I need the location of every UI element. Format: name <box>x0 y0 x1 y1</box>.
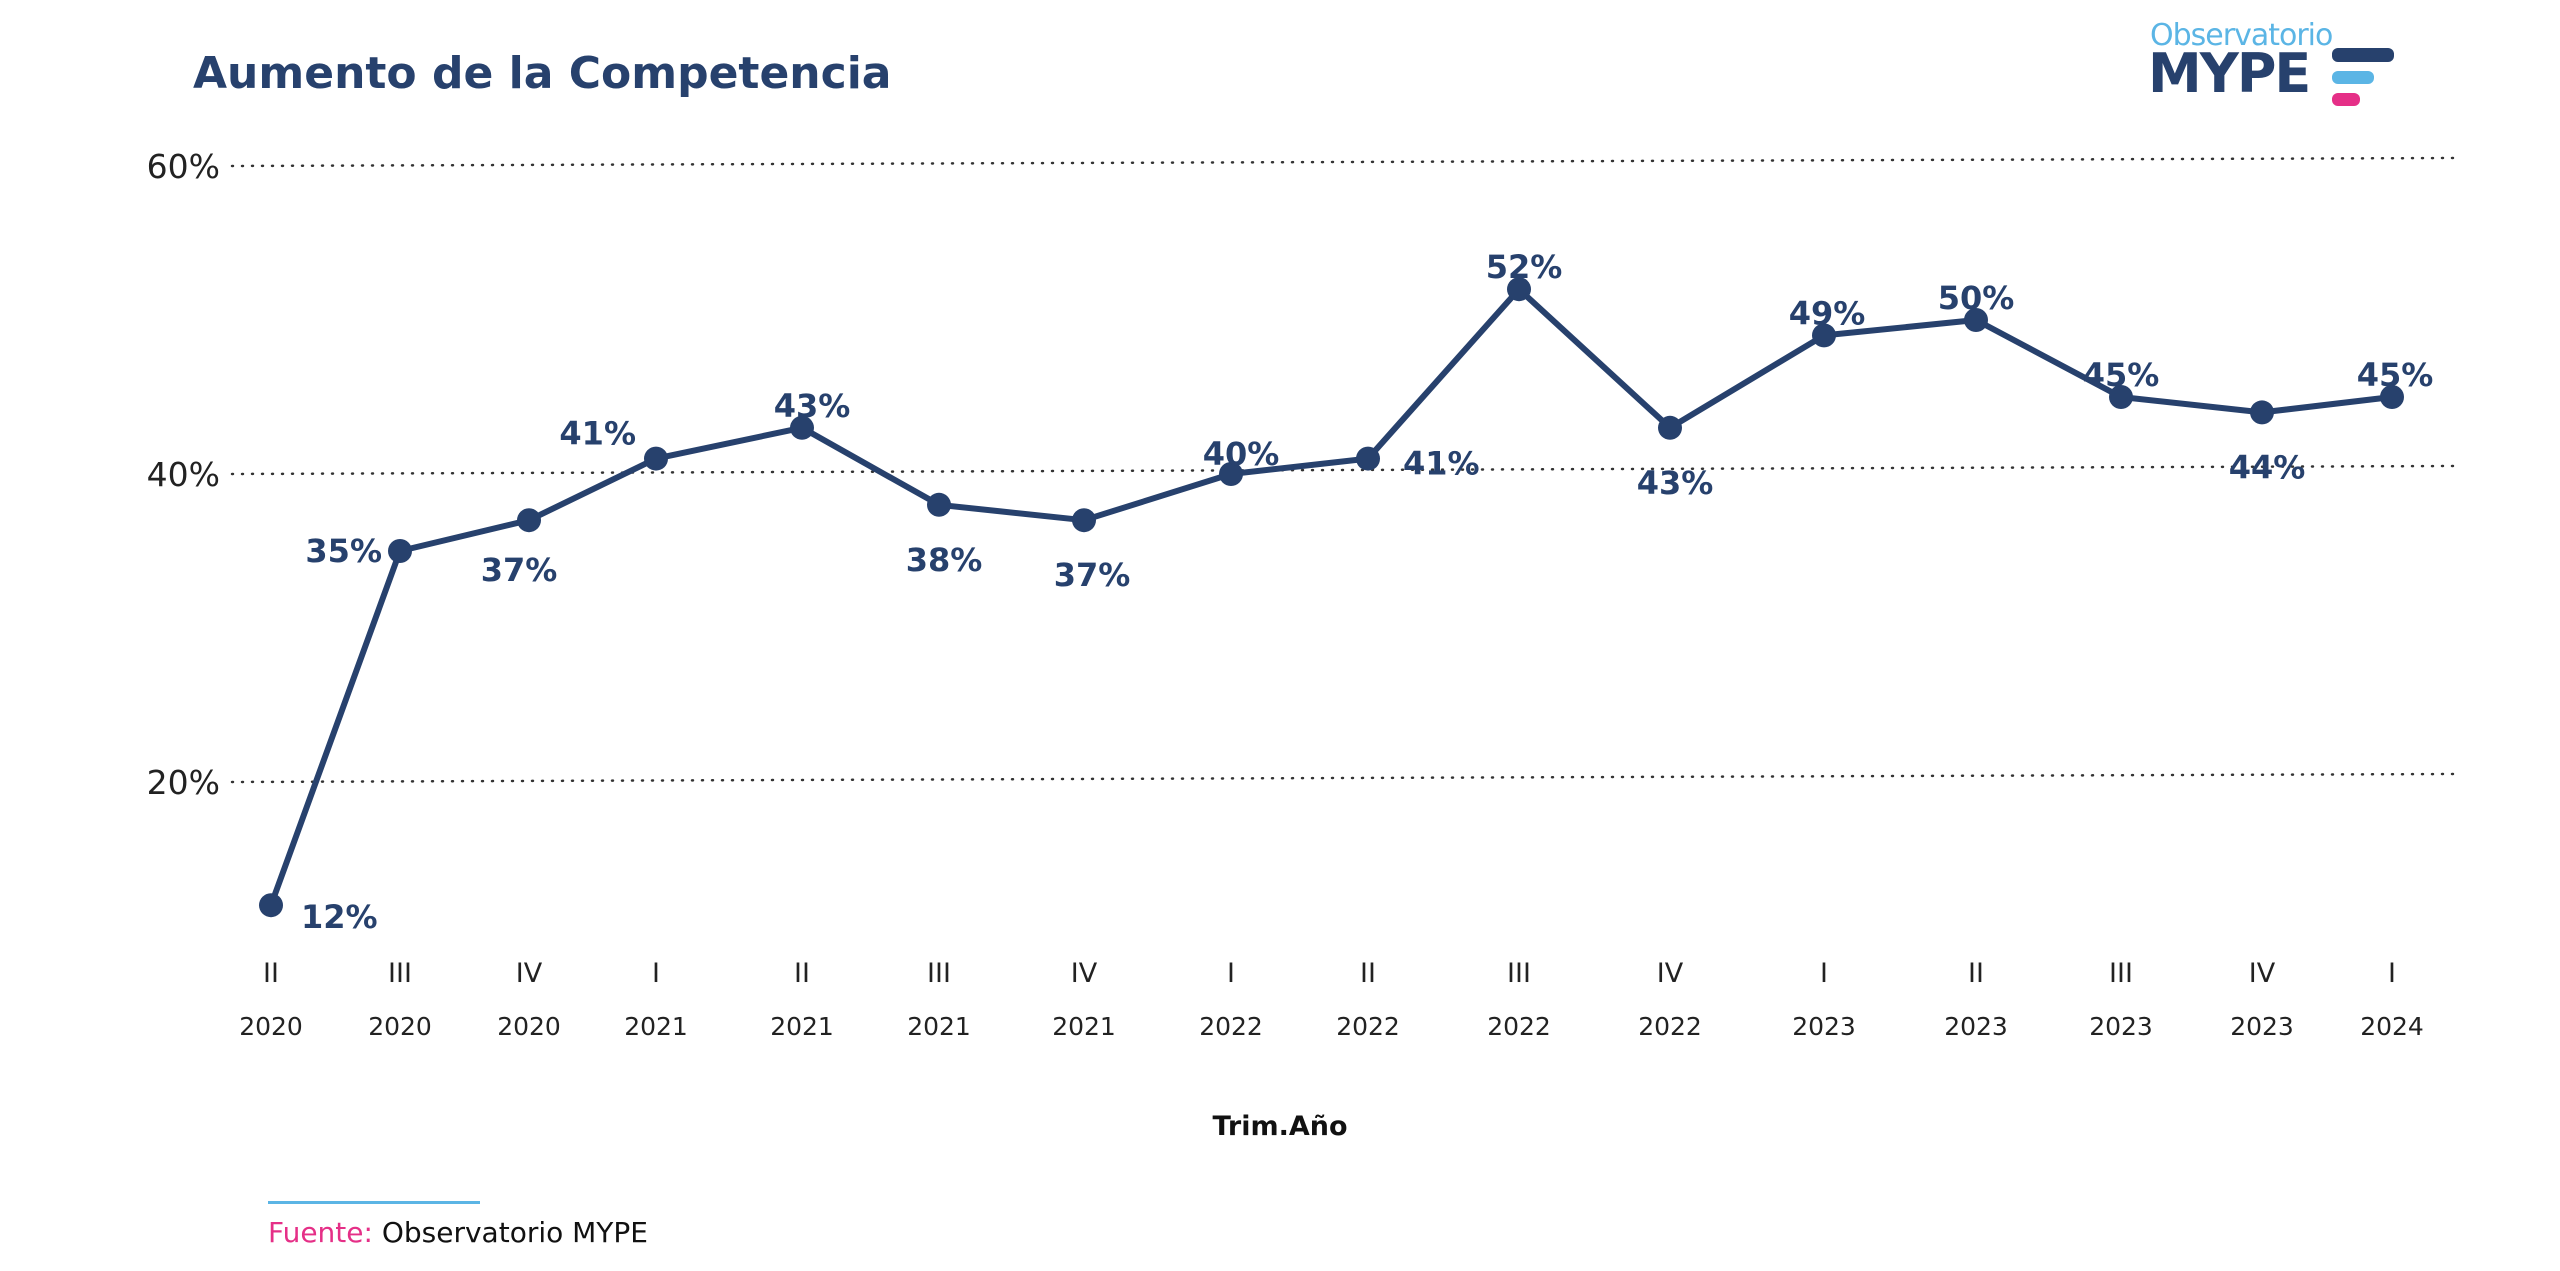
data-label: 43% <box>774 387 851 425</box>
data-label: 44% <box>2229 448 2306 486</box>
x-tick-year: 2020 <box>497 1012 561 1041</box>
x-tick-year: 2021 <box>1052 1012 1116 1041</box>
x-tick-year: 2023 <box>2230 1012 2294 1041</box>
data-label: 43% <box>1637 464 1714 502</box>
x-tick-year: 2024 <box>2360 1012 2424 1041</box>
x-tick-quarter: I <box>1227 958 1235 989</box>
data-point <box>259 893 283 918</box>
data-point <box>1356 446 1380 471</box>
x-tick-year: 2021 <box>770 1012 834 1041</box>
data-point <box>2380 385 2404 409</box>
x-axis-title: Trim.Año <box>1212 1111 1347 1142</box>
x-tick-quarter: IV <box>2249 958 2276 989</box>
logo-bar-pink <box>2332 93 2360 106</box>
y-tick-label: 60% <box>147 147 220 186</box>
data-label: 50% <box>1938 279 2015 317</box>
x-tick-quarter: II <box>263 958 279 989</box>
data-label: 41% <box>1403 445 1480 483</box>
source-note: Fuente: Observatorio MYPE <box>268 1216 648 1249</box>
data-label: 45% <box>2357 356 2434 394</box>
x-tick-year: 2022 <box>1199 1012 1263 1041</box>
x-tick-year: 2022 <box>1638 1012 1702 1041</box>
data-point <box>790 415 814 440</box>
logo-bar-blue <box>2332 71 2374 84</box>
x-tick-year: 2023 <box>2089 1012 2153 1041</box>
x-tick-quarter: I <box>652 958 660 989</box>
x-tick-year: 2020 <box>239 1012 303 1041</box>
data-label: 52% <box>1486 248 1563 286</box>
data-point <box>2109 385 2133 409</box>
x-tick-quarter: IV <box>1071 958 1098 989</box>
logo-text-bottom: MYPE <box>2148 42 2311 105</box>
x-tick-year: 2023 <box>1944 1012 2008 1041</box>
gridline <box>230 156 2460 168</box>
data-point <box>1072 508 1096 533</box>
logo-text-top: Observatorio <box>2150 18 2333 53</box>
x-tick-quarter: I <box>2388 958 2396 989</box>
series-line <box>268 286 2393 907</box>
data-point <box>2250 400 2274 425</box>
source-divider <box>268 1201 480 1204</box>
x-tick-year: 2020 <box>368 1012 432 1041</box>
observatorio-mype-logo: Observatorio MYPE <box>2148 18 2410 106</box>
x-tick-year: 2022 <box>1336 1012 1400 1041</box>
data-point <box>1812 323 1836 348</box>
x-tick-quarter: II <box>1968 958 1984 989</box>
data-label: 41% <box>559 415 636 453</box>
x-tick-year: 2022 <box>1487 1012 1551 1041</box>
y-tick-label: 20% <box>147 763 220 802</box>
chart-title: Aumento de la Competencia <box>193 48 892 99</box>
data-point <box>644 446 668 471</box>
data-label: 35% <box>305 532 382 570</box>
source-text: Observatorio MYPE <box>381 1216 648 1249</box>
x-tick-quarter: II <box>794 958 810 989</box>
data-label: 12% <box>301 898 378 936</box>
x-tick-quarter: IV <box>1657 958 1684 989</box>
x-tick-year: 2021 <box>907 1012 971 1041</box>
y-tick-label: 40% <box>147 455 220 494</box>
data-label: 49% <box>1789 294 1866 332</box>
x-tick-quarter: III <box>2109 958 2133 989</box>
data-point <box>1219 462 1243 486</box>
data-label: 45% <box>2083 356 2160 394</box>
data-label: 40% <box>1203 435 1280 473</box>
data-point <box>388 539 412 563</box>
data-label: 37% <box>481 551 558 589</box>
data-point <box>1658 415 1682 440</box>
data-point <box>1964 308 1988 332</box>
gridline <box>230 772 2460 784</box>
x-tick-year: 2021 <box>624 1012 688 1041</box>
source-label: Fuente: <box>268 1216 373 1249</box>
x-tick-quarter: III <box>388 958 412 989</box>
x-tick-quarter: III <box>927 958 951 989</box>
x-tick-quarter: II <box>1360 958 1376 989</box>
data-point <box>1507 277 1531 302</box>
data-point <box>517 508 541 533</box>
data-label: 38% <box>906 541 983 579</box>
x-tick-quarter: IV <box>516 958 543 989</box>
data-label: 37% <box>1054 556 1131 594</box>
x-tick-year: 2023 <box>1792 1012 1856 1041</box>
logo-bar-navy <box>2332 48 2394 62</box>
gridline <box>230 464 2460 476</box>
x-tick-quarter: III <box>1507 958 1531 989</box>
data-point <box>927 492 951 517</box>
x-tick-quarter: I <box>1820 958 1828 989</box>
